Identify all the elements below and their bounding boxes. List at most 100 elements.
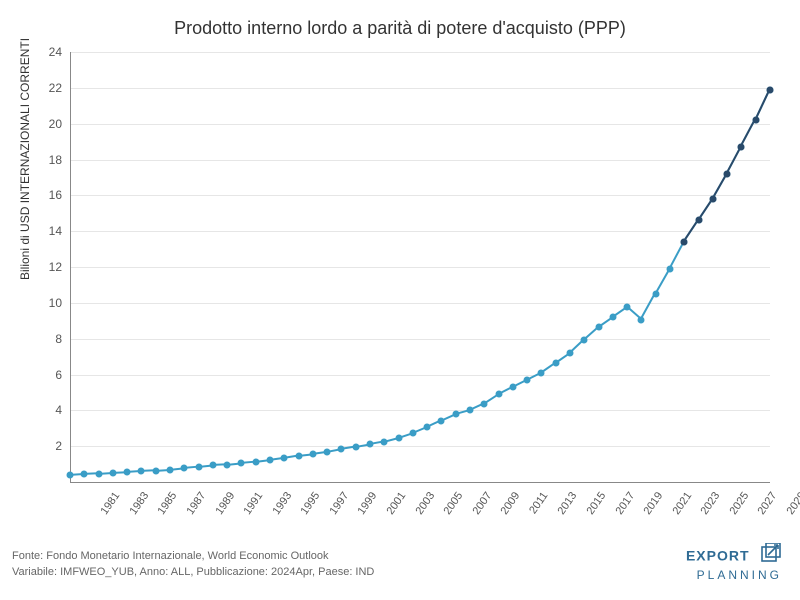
y-tick-label: 12: [32, 260, 62, 274]
data-point: [638, 316, 645, 323]
data-point: [309, 451, 316, 458]
source-line: Fonte: Fondo Monetario Internazionale, W…: [12, 550, 329, 562]
data-point: [395, 435, 402, 442]
data-point: [538, 369, 545, 376]
x-tick-label: 1989: [213, 490, 237, 517]
x-axis: [70, 482, 770, 483]
data-point: [281, 454, 288, 461]
y-tick-label: 2: [32, 439, 62, 453]
data-point: [138, 468, 145, 475]
x-tick-label: 2007: [470, 490, 494, 517]
data-point: [95, 470, 102, 477]
variable-line: Variabile: IMFWEO_YUB, Anno: ALL, Pubbli…: [12, 566, 374, 578]
x-tick-label: 2025: [727, 490, 751, 517]
x-tick-label: 2029: [784, 490, 800, 517]
x-tick-label: 1981: [99, 490, 123, 517]
data-point: [324, 448, 331, 455]
logo-bottom-text: PLANNING: [686, 568, 782, 582]
plot-area: 2468101214161820222419811983198519871989…: [70, 52, 770, 482]
y-tick-label: 16: [32, 188, 62, 202]
x-tick-label: 1997: [327, 490, 351, 517]
data-point: [424, 424, 431, 431]
data-point: [238, 460, 245, 467]
y-tick-label: 6: [32, 368, 62, 382]
data-point: [81, 471, 88, 478]
data-point: [609, 314, 616, 321]
data-point: [224, 461, 231, 468]
y-tick-label: 18: [32, 153, 62, 167]
x-tick-label: 1983: [127, 490, 151, 517]
x-tick-label: 2017: [613, 490, 637, 517]
data-point: [567, 350, 574, 357]
x-tick-label: 2021: [670, 490, 694, 517]
y-tick-label: 22: [32, 81, 62, 95]
chart-container: Prodotto interno lordo a parità di poter…: [0, 0, 800, 600]
x-tick-label: 1993: [270, 490, 294, 517]
data-point: [67, 472, 74, 479]
grid-line: [70, 446, 770, 447]
data-point: [295, 452, 302, 459]
data-point: [767, 86, 774, 93]
logo-top-text: EXPORT: [686, 548, 750, 564]
data-point: [552, 359, 559, 366]
x-tick-label: 1985: [156, 490, 180, 517]
data-point: [181, 465, 188, 472]
data-point: [195, 463, 202, 470]
x-tick-label: 2001: [384, 490, 408, 517]
x-tick-label: 2015: [584, 490, 608, 517]
data-point: [595, 324, 602, 331]
y-axis-label: Bilioni di USD INTERNAZIONALI CORRENTI: [18, 38, 32, 280]
x-tick-label: 2003: [413, 490, 437, 517]
grid-line: [70, 410, 770, 411]
grid-line: [70, 124, 770, 125]
grid-line: [70, 52, 770, 53]
data-point: [338, 446, 345, 453]
data-point: [695, 217, 702, 224]
grid-line: [70, 195, 770, 196]
export-arrow-icon: [760, 543, 782, 570]
x-tick-label: 2009: [499, 490, 523, 517]
data-point: [452, 411, 459, 418]
y-tick-label: 4: [32, 403, 62, 417]
y-tick-label: 14: [32, 224, 62, 238]
grid-line: [70, 88, 770, 89]
y-tick-label: 24: [32, 45, 62, 59]
grid-line: [70, 267, 770, 268]
data-point: [581, 336, 588, 343]
y-axis: [70, 52, 71, 482]
data-point: [267, 457, 274, 464]
grid-line: [70, 231, 770, 232]
data-point: [738, 143, 745, 150]
x-tick-label: 2019: [642, 490, 666, 517]
x-tick-label: 1995: [299, 490, 323, 517]
data-point: [367, 441, 374, 448]
data-point: [167, 466, 174, 473]
x-tick-label: 1987: [184, 490, 208, 517]
x-tick-label: 1991: [242, 490, 266, 517]
grid-line: [70, 375, 770, 376]
x-tick-label: 2005: [442, 490, 466, 517]
data-point: [724, 170, 731, 177]
data-point: [438, 417, 445, 424]
data-point: [652, 290, 659, 297]
data-point: [752, 117, 759, 124]
data-point: [409, 430, 416, 437]
x-tick-label: 1999: [356, 490, 380, 517]
data-point: [467, 407, 474, 414]
data-point: [152, 467, 159, 474]
data-point: [252, 458, 259, 465]
y-tick-label: 8: [32, 332, 62, 346]
y-tick-label: 10: [32, 296, 62, 310]
data-point: [709, 195, 716, 202]
grid-line: [70, 160, 770, 161]
data-point: [352, 443, 359, 450]
y-tick-label: 20: [32, 117, 62, 131]
grid-line: [70, 303, 770, 304]
data-point: [495, 391, 502, 398]
data-point: [209, 462, 216, 469]
logo: EXPORT PLANNING: [686, 543, 782, 582]
x-tick-label: 2013: [556, 490, 580, 517]
data-point: [381, 438, 388, 445]
data-point: [124, 469, 131, 476]
x-tick-label: 2023: [699, 490, 723, 517]
